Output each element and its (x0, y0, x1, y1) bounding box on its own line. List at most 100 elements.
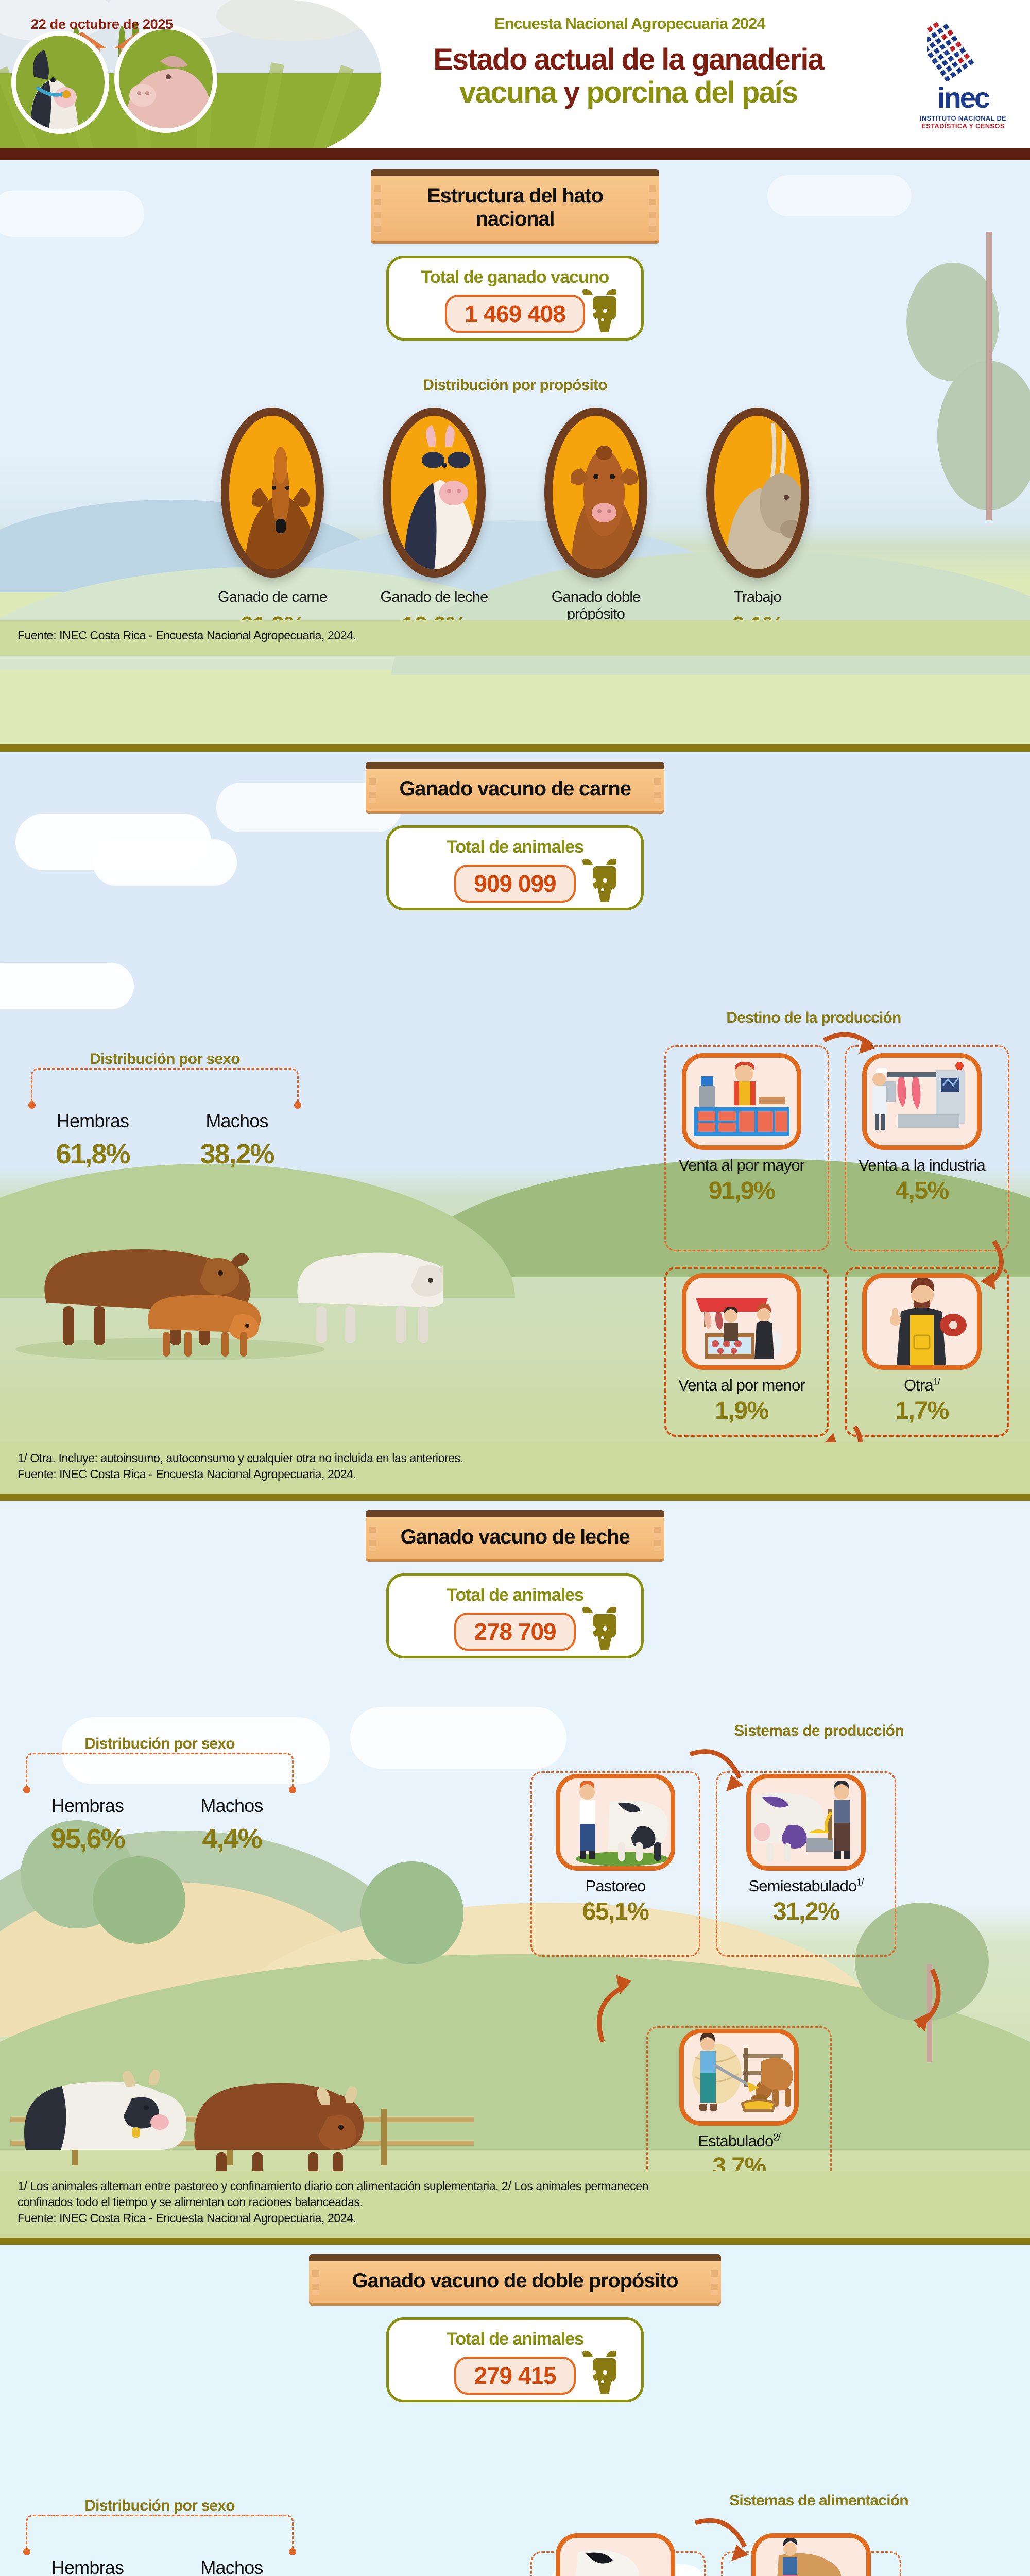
sex-item-hembras[interactable]: Hembras 95,6% (15, 1795, 160, 1855)
cloud-icon (767, 175, 912, 216)
sex-item-machos[interactable]: Machos 22,4% (160, 2557, 304, 2576)
destiny-pct: 1,7% (895, 1397, 949, 1425)
section-title-sign: Estructura del hato nacional (371, 169, 659, 241)
purpose-item[interactable]: Ganado de carne 61,9% (211, 408, 334, 656)
system-chip-estabulado[interactable]: Estabulado2/ 3,7% (672, 2029, 806, 2181)
systems-group-title: Sistemas de alimentación (729, 2492, 908, 2509)
system-label: Pastoreo (585, 1877, 646, 1895)
dashed-connector-frame (845, 1045, 1009, 1251)
sex-distribution-title: Distribución por sexo (90, 1050, 240, 1067)
destiny-chip-industria[interactable]: Venta a la industria 4,5% (855, 1053, 989, 1205)
butcher-holding-meat-illustration (862, 1273, 982, 1370)
beef-cattle-portrait (221, 408, 324, 578)
cow-photo-medallion (11, 31, 109, 134)
title-conjunction: y (556, 76, 587, 109)
arrow-right-icon (822, 1032, 876, 1054)
dashed-connector-frame (716, 1771, 896, 1957)
section-title-sign: Ganado vacuno de carne (366, 762, 664, 811)
section-divider (0, 2238, 1030, 2245)
total-card: Total de animales 278 709 (386, 1573, 644, 1658)
publication-date: 22 de octubre de 2025 (31, 16, 173, 32)
purpose-label: Ganado de carne (217, 589, 328, 605)
cow-head-icon (579, 858, 620, 903)
footnote-marker: 1/ (856, 1877, 864, 1888)
destiny-label: Venta a la industria (859, 1156, 986, 1174)
sex-item-machos[interactable]: Machos 38,2% (165, 1110, 309, 1170)
sex-item-hembras[interactable]: Hembras 61,8% (21, 1110, 165, 1170)
sex-distribution-group: Distribución por sexo Hembras 61,8% Mach… (21, 1050, 309, 1170)
destiny-chip-mayoreo[interactable]: Venta al por mayor 91,9% (675, 1053, 809, 1205)
arrow-down-icon (981, 1240, 1004, 1290)
bracket-connector (28, 1068, 301, 1109)
footnote-marker: 2/ (773, 2132, 780, 2143)
header-farm-scene (0, 0, 381, 160)
system-pct: 31,2% (772, 1898, 840, 1925)
destiny-label: Otra1/ (904, 1376, 940, 1394)
sex-distribution-title: Distribución por sexo (84, 2497, 235, 2514)
total-label: Total de animales (447, 1585, 584, 1605)
footnote-2: confinados todo el tiempo y se alimentan… (18, 2195, 363, 2209)
sex-pct: 61,8% (56, 1139, 130, 1170)
cow-head-icon (579, 1606, 620, 1651)
purpose-item[interactable]: Ganado de leche 19,0% (372, 408, 496, 656)
sex-item-machos[interactable]: Machos 4,4% (160, 1795, 304, 1855)
sex-distribution-group: Distribución por sexo Hembras 95,6% Mach… (15, 1735, 304, 1855)
system-chip-semiestabulado[interactable]: Semiestabulado1/ 31,2% (739, 1774, 873, 1926)
sex-pct: 4,4% (202, 1823, 262, 1854)
destiny-chip-menor[interactable]: Venta al por menor 1,9% (675, 1273, 809, 1425)
destiny-group-title: Destino de la producción (726, 1009, 901, 1026)
feed-chip-pasto-natural[interactable]: Pasto natural 58,2% (548, 2533, 682, 2576)
title-word-vacuna: vacuna (459, 76, 557, 109)
section-title: Ganado vacuno de doble propósito (352, 2269, 679, 2292)
improved-pasture-illustration (751, 2533, 871, 2576)
tree-icon (855, 1903, 989, 2021)
dashed-connector-frame (845, 1267, 1009, 1437)
section-estructura-hato: Estructura del hato nacional Total de ga… (0, 160, 1030, 744)
purpose-label: Ganado de leche (380, 589, 489, 605)
system-chip-pastoreo[interactable]: Pastoreo 65,1% (548, 1774, 682, 1926)
cloud-icon (62, 1717, 330, 1784)
section-title-sign: Ganado vacuno de doble propósito (309, 2254, 721, 2303)
dashed-connector-frame (664, 1045, 829, 1251)
destiny-pct: 4,5% (895, 1177, 949, 1205)
semi-stabled-illustration (746, 1774, 866, 1871)
section-ganado-carne: Ganado vacuno de carne Total de animales… (0, 752, 1030, 1494)
arrow-right-icon (689, 1749, 744, 1791)
page-header: 22 de octubre de 2025 Encuesta Nacional … (0, 0, 1030, 160)
source-band: 1/ Otra. Incluye: autoinsumo, autoconsum… (0, 1442, 1030, 1494)
purpose-label: Trabajo (734, 589, 781, 605)
purpose-medallion-row: Ganado de carne 61,9% (0, 408, 1030, 656)
purpose-item[interactable]: Ganado doble própósito 19,0% (534, 408, 658, 656)
tree-icon (937, 361, 1030, 510)
cow-head-icon (579, 288, 620, 333)
inec-wordmark: inec (937, 81, 990, 114)
feed-chip-pasto-mejorado[interactable]: Pasto mejorado 39,9% (744, 2533, 878, 2576)
sex-label: Machos (200, 1795, 263, 1816)
cloud-icon (350, 1707, 566, 1769)
total-label: Total de animales (447, 2329, 584, 2349)
title-word-porcina: porcina (586, 76, 688, 109)
wholesale-butcher-illustration (682, 1053, 801, 1150)
total-value: 278 709 (454, 1613, 576, 1651)
cloud-icon (0, 191, 144, 237)
source-band: 1/ Los animales alternan entre pastoreo … (0, 2171, 1030, 2238)
purpose-item[interactable]: Trabajo 0,1% (696, 408, 819, 656)
total-value: 909 099 (454, 865, 576, 903)
section-title: Estructura del hato nacional (427, 184, 604, 230)
section-title: Ganado vacuno de leche (400, 1526, 630, 1548)
stabled-feeding-illustration (679, 2029, 799, 2126)
header-title-block: Encuesta Nacional Agropecuaria 2024 Esta… (391, 0, 1030, 160)
tree-icon (360, 1861, 464, 1964)
section-title: Ganado vacuno de carne (399, 777, 631, 800)
white-cow-illustration (288, 1215, 454, 1360)
sex-item-hembras[interactable]: Hembras 77,6% (15, 2557, 160, 2576)
section-divider (0, 744, 1030, 752)
retail-market-illustration (682, 1273, 801, 1370)
destiny-chip-otra[interactable]: Otra1/ 1,7% (855, 1273, 989, 1425)
bracket-connector (23, 1753, 296, 1793)
inec-subtitle-1: INSTITUTO NACIONAL DE (919, 114, 1007, 122)
natural-pasture-illustration (556, 2533, 675, 2576)
arrow-up-icon (597, 1975, 631, 2043)
dairy-cattle-portrait (383, 408, 486, 578)
